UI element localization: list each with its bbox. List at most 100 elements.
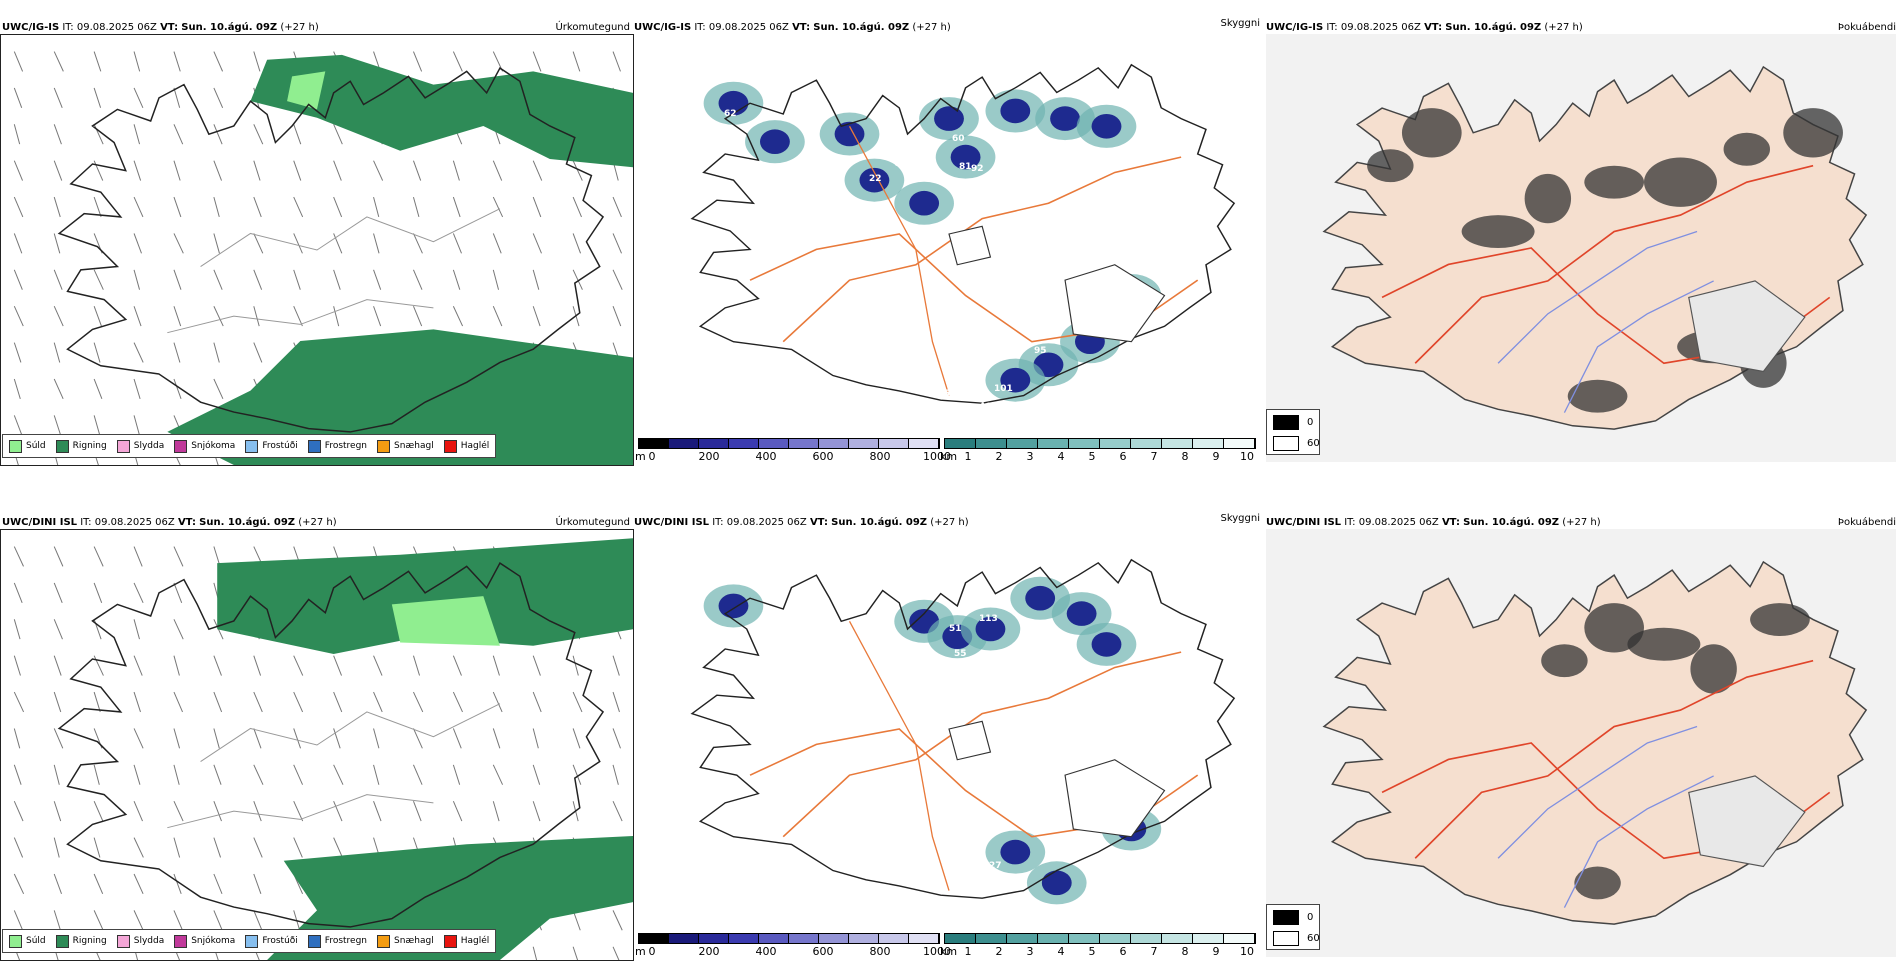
precip-map xyxy=(0,529,634,961)
ceiling-label: 27 xyxy=(989,861,1002,871)
lead-time: (+27 h) xyxy=(930,517,969,528)
legend-swatch xyxy=(443,439,457,453)
colorbar-tick: 7 xyxy=(1150,450,1158,463)
legend-item: Frostregn xyxy=(307,934,367,948)
colorbar-step xyxy=(1193,934,1224,943)
legend-swatch xyxy=(9,439,22,453)
legend-swatch xyxy=(55,439,69,453)
legend-swatch xyxy=(116,934,130,948)
ceiling-label: 50 xyxy=(939,899,952,909)
ceiling-label: 50 xyxy=(944,389,957,399)
colorbar-tick: 800 xyxy=(869,945,891,958)
legend-label: Súld xyxy=(26,441,46,451)
it-label: IT: xyxy=(712,517,724,528)
colorbar-tick: 5 xyxy=(1088,945,1096,958)
colorbar-step xyxy=(789,439,819,448)
legend-label: Snæhagl xyxy=(394,936,434,946)
ceiling-label: 92 xyxy=(844,234,857,244)
fog-legend-label: 60 xyxy=(1307,438,1320,449)
ceiling-label: 65 xyxy=(894,159,907,169)
colorbar-step xyxy=(1100,439,1131,448)
ceiling-label: 121 xyxy=(859,256,878,266)
it-label: IT: xyxy=(62,22,74,33)
precip-map xyxy=(0,34,634,466)
fog-legend-swatch xyxy=(1273,931,1299,946)
fog-map xyxy=(1266,529,1896,957)
legend-swatch xyxy=(116,439,130,453)
colorbar-tick: 6 xyxy=(1119,450,1127,463)
cloud-panel-heading: Skyggni xyxy=(1220,513,1260,524)
legend-item: Súld xyxy=(9,439,46,453)
vt-label: VT: xyxy=(1424,22,1443,33)
panel-title: UWC/IG-IS IT: 09.08.2025 06Z VT: Sun. 10… xyxy=(2,22,319,33)
colorbar-tick: 4 xyxy=(1057,945,1065,958)
it-label: IT: xyxy=(1344,517,1356,528)
legend-item: Haglél xyxy=(443,439,489,453)
init-time: 09.08.2025 06Z xyxy=(1358,517,1439,528)
colorbar-step xyxy=(819,439,849,448)
vt-label: VT: xyxy=(1441,517,1460,528)
legend-swatch xyxy=(377,439,391,453)
colorbar-step xyxy=(1038,439,1069,448)
colorbar-step xyxy=(976,934,1007,943)
fog-legend-label: 60 xyxy=(1307,933,1320,944)
fog-legend-label: 0 xyxy=(1307,912,1314,923)
ceiling-label: 55 xyxy=(954,649,967,659)
valid-time: Sun. 10.ágú. 09Z xyxy=(831,517,928,528)
ceiling-label: 101 xyxy=(994,384,1013,394)
lead-time: (+27 h) xyxy=(1544,22,1583,33)
ceiling-label: 92 xyxy=(971,164,984,174)
colorbar-tick: 10 xyxy=(1240,945,1254,958)
colorbar-step xyxy=(639,439,669,448)
it-label: IT: xyxy=(80,517,92,528)
colorbar-step xyxy=(1131,934,1162,943)
colorbar-tick: 9 xyxy=(1212,450,1220,463)
lead-time: (+27 h) xyxy=(298,517,337,528)
colorbar-tick: 2 xyxy=(995,450,1003,463)
panel-title: UWC/DINI ISL IT: 09.08.2025 06Z VT: Sun.… xyxy=(1266,517,1601,528)
legend-swatch xyxy=(174,934,188,948)
colorbar-tick: 400 xyxy=(755,450,777,463)
ceiling-label: 112 xyxy=(1006,659,1025,669)
ceiling-label: 38 xyxy=(939,664,952,674)
panel-title: UWC/DINI ISL IT: 09.08.2025 06Z VT: Sun.… xyxy=(634,517,969,528)
colorbar-step xyxy=(976,439,1007,448)
it-label: IT: xyxy=(694,22,706,33)
legend-item: Haglél xyxy=(443,934,489,948)
panel-title: UWC/DINI ISL IT: 09.08.2025 06Z VT: Sun.… xyxy=(2,517,337,528)
ceiling-label: 14 xyxy=(924,139,937,149)
colorbar-step xyxy=(909,439,939,448)
legend-label: Súld xyxy=(26,936,46,946)
colorbar-unit: km xyxy=(940,450,958,463)
colorbar-step xyxy=(1131,439,1162,448)
colorbar-step xyxy=(879,439,909,448)
cloud-map: 62 85 58 45 92 121 22 65 49 87 60 81 92 50 567 467 101 10… xyxy=(634,34,1264,434)
colorbar-step xyxy=(1162,439,1193,448)
legend-item: Frostúði xyxy=(245,934,298,948)
colorbar-tick: 200 xyxy=(698,945,720,958)
colorbar-step xyxy=(1007,934,1038,943)
init-time: 09.08.2025 06Z xyxy=(708,22,789,33)
colorbar-tick: 1000 xyxy=(923,450,951,463)
fog-map xyxy=(1266,34,1896,462)
precip-panel-heading: Úrkomutegund xyxy=(555,22,630,33)
legend-swatch xyxy=(245,439,259,453)
lead-time: (+27 h) xyxy=(912,22,951,33)
fog-legend-item: 0 xyxy=(1273,910,1313,925)
colorbar-step xyxy=(909,934,939,943)
valid-time: Sun. 10.ágú. 09Z xyxy=(181,22,278,33)
legend-swatch xyxy=(9,934,22,948)
colorbar-step xyxy=(849,934,879,943)
colorbar-step xyxy=(1100,934,1131,943)
ceiling-label: 567 xyxy=(954,404,973,414)
legend-item: Snæhagl xyxy=(377,934,434,948)
ceiling-label: 49 xyxy=(884,149,897,159)
legend-swatch xyxy=(174,439,188,453)
legend-item: Frostregn xyxy=(307,439,367,453)
model-name: UWC/DINI ISL xyxy=(2,517,78,528)
colorbar-step xyxy=(1162,934,1193,943)
fog-index-panel: UWC/IG-IS IT: 09.08.2025 06Z VT: Sun. 10… xyxy=(1266,0,1900,470)
colorbar-tick: 3 xyxy=(1026,450,1034,463)
colorbar-tick: 9 xyxy=(1212,945,1220,958)
precip-legend: Súld Rigning Slydda Snjókoma Frostúði Frostre… xyxy=(2,929,497,953)
